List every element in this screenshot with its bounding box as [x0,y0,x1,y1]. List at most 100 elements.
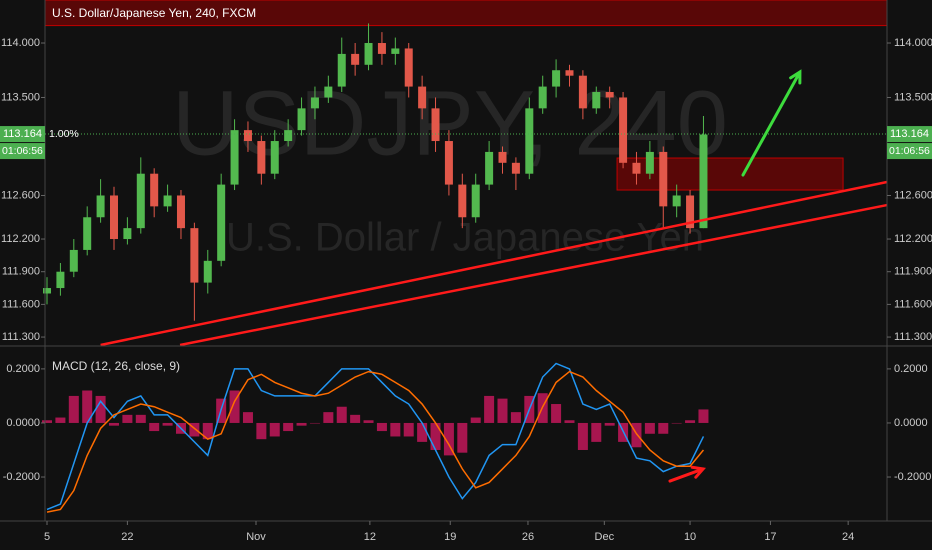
candle-body [498,151,507,163]
y-tick-label: 111.300 [894,331,932,343]
candle-body [364,43,373,65]
candle-body [230,130,239,185]
x-tick-label: Dec [595,531,615,543]
arrow [668,465,706,483]
y-tick-label: 113.500 [1,91,40,103]
histogram-bar [229,390,240,423]
histogram-bar [122,414,133,423]
candle-body [190,228,199,283]
candle-body [525,108,534,174]
candle-body [511,162,520,174]
x-tick-label: 17 [764,531,776,543]
candle-body [150,173,159,207]
histogram-bar [108,422,119,426]
macd-title: MACD (12, 26, close, 9) [52,359,180,373]
candle-body [109,195,118,240]
histogram-bar [551,404,562,423]
candle-body [578,75,587,109]
histogram-bar [698,409,709,423]
chart-title: U.S. Dollar/Japanese Yen, 240, FXCM [52,6,256,20]
histogram-bar [631,422,642,448]
y-tick-label: 111.300 [2,331,40,343]
histogram-bar [296,422,307,426]
plot [42,0,888,513]
y-tick-label: 114.000 [894,37,932,49]
x-tick-label: Nov [246,531,266,543]
histogram-bar [564,420,575,423]
x-tick-label: 24 [842,531,854,543]
x-tick-label: 10 [684,531,696,543]
candle-body [686,195,695,229]
histogram-bar [202,422,213,440]
countdown-bg [887,143,932,160]
candle-body [324,86,333,98]
histogram-bar [95,395,106,423]
y-tick-label: 112.200 [1,233,40,245]
x-tick-label: 26 [522,531,534,543]
y-tick-label: -0.2000 [894,471,931,483]
histogram-bar [363,420,374,423]
histogram-bar [376,422,387,432]
histogram-bar [604,422,615,426]
histogram-bar [309,422,320,424]
histogram-bar [417,422,428,442]
histogram-bar [658,422,669,434]
histogram-bar [269,422,280,437]
y-tick-label: 112.200 [894,233,932,245]
y-tick-label: 0.0000 [6,417,40,429]
y-tick-label: 111.900 [2,266,40,278]
histogram-bar [403,422,414,437]
histogram-bar [350,414,361,423]
histogram-bar [189,422,200,437]
histogram-bar [685,420,696,423]
zone [44,0,888,27]
histogram-bar [336,406,347,423]
y-tick-label: 111.600 [894,298,932,310]
y-tick-label: 0.2000 [894,363,928,375]
candle-body [458,184,467,218]
histogram-bar [457,422,468,453]
trendline [179,203,888,347]
candle-body [672,195,681,207]
y-tick-label: 114.000 [1,37,40,49]
candle-body [337,53,346,87]
y-tick-label: -0.2000 [3,471,40,483]
x-tick-label: 19 [444,531,456,543]
histogram-bar [149,422,160,432]
x-tick-label: 12 [364,531,376,543]
candle-body [431,108,440,142]
y-tick-label: 0.0000 [894,417,928,429]
x-tick-label: 5 [44,531,50,543]
candle-body [619,97,628,163]
countdown: 01:06:56 [889,145,930,157]
candle-body [69,249,78,272]
candle-body [485,151,494,185]
histogram-bar [577,422,588,450]
histogram-bar [591,422,602,442]
candle-body [136,173,145,229]
candle-body [699,134,708,229]
x-tick-label: 22 [121,531,133,543]
zone [616,157,844,191]
price-label: 113.164 [3,128,42,140]
candle-body [377,43,386,54]
y-tick-label: 111.900 [894,266,932,278]
candle-body [351,53,360,65]
histogram-bar [443,422,454,456]
candle-body [310,97,319,109]
candle-body [203,260,212,283]
candle-body [605,92,614,98]
candle-body [471,184,480,218]
watermark-subtitle: U.S. Dollar / Japanese Yen [226,216,704,260]
macd-line [46,370,705,513]
candle-body [659,151,668,207]
histogram-bar [323,412,334,423]
candle-body [391,48,400,54]
macd-line [46,362,705,511]
histogram-bar [283,422,294,432]
histogram-bar [256,422,267,440]
histogram-bar [68,395,79,423]
y-tick-label: 112.600 [1,189,40,201]
